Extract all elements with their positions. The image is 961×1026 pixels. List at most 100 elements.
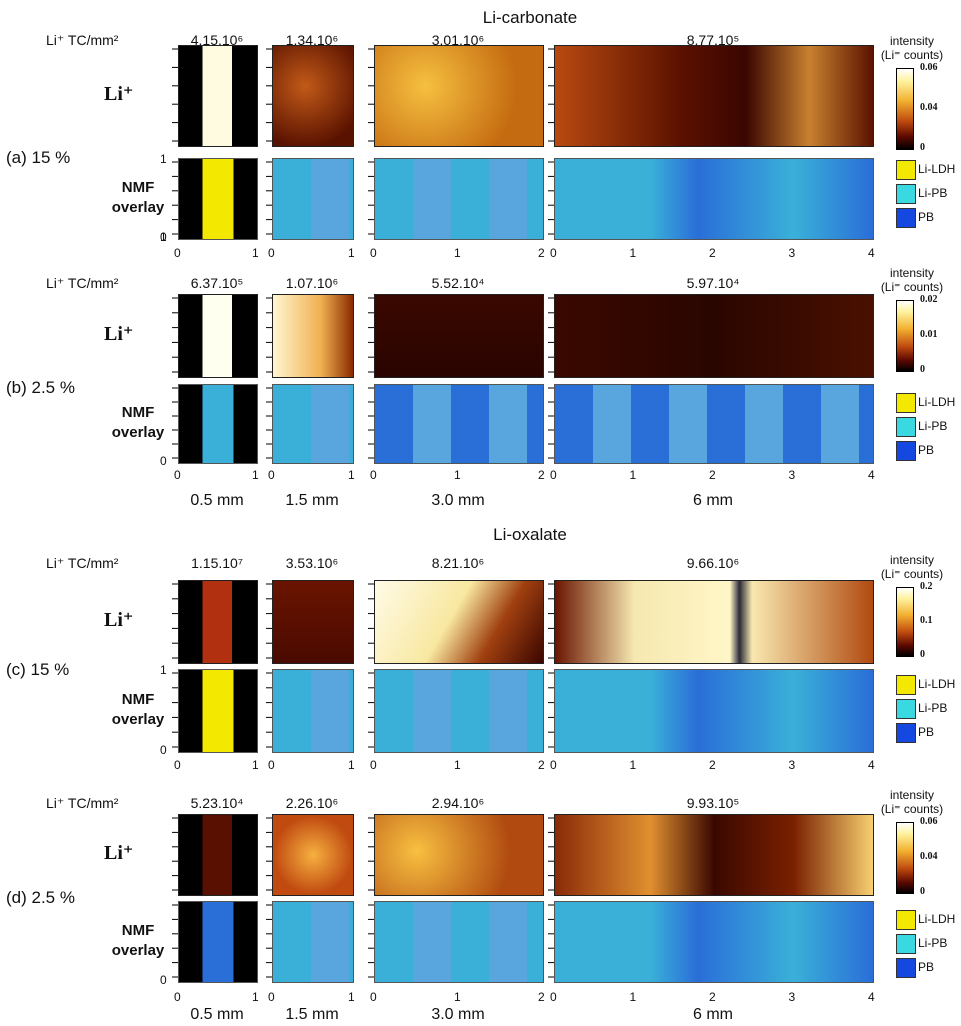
x-tick-label: 1 — [348, 246, 355, 260]
x-tick-label: 2 — [538, 246, 545, 260]
x-tick-label: 1 — [454, 468, 461, 482]
intensity-title-line: (Li⁼ counts) — [880, 802, 944, 816]
nmf-overlay-panel — [374, 384, 544, 464]
row-label: (c) 15 % — [6, 660, 70, 679]
intensity-colorbar — [896, 822, 914, 894]
tc-label: Li⁺ TC/mm² — [46, 32, 119, 48]
legend-label: Li-LDH — [918, 162, 956, 176]
x-tick-label: 0 — [370, 468, 377, 482]
panel-size-label: 0.5 mm — [190, 1006, 244, 1023]
y-axis-ticks — [548, 161, 554, 235]
tc-value: 2.94.10⁶ — [431, 795, 485, 811]
legend-label: PB — [918, 210, 935, 224]
legend-label: Li-LDH — [918, 912, 956, 926]
y-axis-ticks — [172, 297, 178, 373]
intensity-colorbar — [896, 68, 914, 150]
nmf-overlay-label: NMF overlay — [98, 921, 178, 961]
section-title-carbonate: Li-carbonate — [482, 8, 578, 27]
tc-label: Li⁺ TC/mm² — [46, 275, 119, 291]
li-plus-label: Li⁺ — [104, 323, 134, 345]
x-tick-label: 1 — [454, 990, 461, 1004]
nmf-overlay-panel — [272, 901, 354, 983]
colorbar-tick-label: 0.06 — [920, 62, 938, 73]
nmf-overlay-panel — [178, 158, 258, 240]
legend-swatch — [896, 441, 916, 461]
li-map-panel — [272, 580, 354, 664]
li-map-panel — [374, 45, 544, 147]
x-tick-label: 0 — [370, 246, 377, 260]
li-map-panel — [554, 45, 874, 147]
tc-label: Li⁺ TC/mm² — [46, 795, 119, 811]
y-axis-ticks — [172, 817, 178, 891]
y-tick-label: 1 — [160, 152, 167, 166]
x-tick-label: 1 — [252, 990, 259, 1004]
y-axis-ticks — [266, 583, 272, 659]
row-label: (d) 2.5 % — [6, 888, 75, 907]
nmf-label-line: overlay — [111, 424, 165, 441]
nmf-overlay-panel — [178, 901, 258, 983]
x-tick-label: 3 — [788, 990, 796, 1004]
x-tick-label: 0 — [550, 758, 557, 772]
intensity-title: intensity (Li⁼ counts) — [867, 266, 957, 294]
legend-label: Li-PB — [918, 419, 948, 433]
legend-swatch — [896, 934, 916, 954]
panel-size-label: 6 mm — [693, 1006, 733, 1023]
x-tick-label: 0 — [370, 990, 377, 1004]
x-tick-label: 3 — [788, 468, 796, 482]
x-tick-label: 1 — [348, 468, 355, 482]
legend-label: Li-LDH — [918, 677, 956, 691]
y-axis-ticks — [368, 904, 374, 978]
x-tick-label: 0 — [370, 758, 377, 772]
y-axis-ticks — [548, 297, 554, 373]
legend-label: PB — [918, 725, 935, 739]
intensity-title: intensity (Li⁼ counts) — [867, 553, 957, 581]
x-tick-label: 2 — [538, 468, 545, 482]
panel-size-label: 0.5 mm — [190, 492, 244, 509]
tc-value: 9.66.10⁶ — [686, 555, 740, 571]
colorbar-tick-label: 0.04 — [920, 102, 938, 113]
y-axis-ticks — [368, 583, 374, 659]
x-tick-label: 0 — [268, 990, 275, 1004]
y-axis-ticks — [368, 817, 374, 891]
row-label: (a) 15 % — [6, 148, 71, 167]
legend-label: Li-PB — [918, 701, 948, 715]
colorbar-tick-label: 0 — [920, 649, 925, 660]
li-map-panel — [374, 580, 544, 664]
colorbar-tick-label: 0.04 — [920, 851, 938, 862]
colorbar-tick-label: 0 — [920, 886, 925, 897]
nmf-label-line: NMF — [121, 404, 155, 421]
x-tick-label: 2 — [538, 758, 545, 772]
x-tick-label: 2 — [709, 246, 716, 260]
x-tick-label: 1 — [348, 990, 355, 1004]
li-map-panel — [272, 814, 354, 896]
legend-swatch — [896, 184, 916, 204]
intensity-title-line: (Li⁼ counts) — [880, 48, 944, 62]
panel-size-label: 3.0 mm — [431, 1006, 485, 1023]
intensity-title-line: intensity — [889, 266, 935, 280]
nmf-label-line: NMF — [121, 691, 155, 708]
li-map-panel — [554, 580, 874, 664]
y-axis-ticks — [172, 161, 178, 235]
x-tick-label: 2 — [709, 758, 716, 772]
nmf-overlay-panel — [178, 669, 258, 753]
y-axis-ticks — [172, 48, 178, 142]
intensity-colorbar — [896, 300, 914, 372]
x-tick-label: 3 — [788, 758, 796, 772]
legend-swatch — [896, 910, 916, 930]
colorbar-tick-label: 0 — [920, 364, 925, 375]
y-tick-label: 1 — [160, 663, 167, 677]
x-tick-label: 3 — [788, 246, 796, 260]
intensity-title-line: intensity — [889, 34, 935, 48]
tc-value: 1.15.10⁷ — [191, 555, 243, 571]
x-tick-label: 0 — [268, 246, 275, 260]
li-plus-label: Li⁺ — [104, 83, 134, 105]
y-axis-ticks — [368, 48, 374, 142]
legend-swatch — [896, 699, 916, 719]
li-map-panel — [178, 45, 258, 147]
legend-swatch — [896, 723, 916, 743]
x-tick-label: 0 — [268, 758, 275, 772]
li-map-panel — [374, 814, 544, 896]
y-tick-label: 0 — [160, 230, 167, 244]
x-tick-label: 0 — [174, 990, 181, 1004]
y-axis-ticks — [266, 297, 272, 373]
